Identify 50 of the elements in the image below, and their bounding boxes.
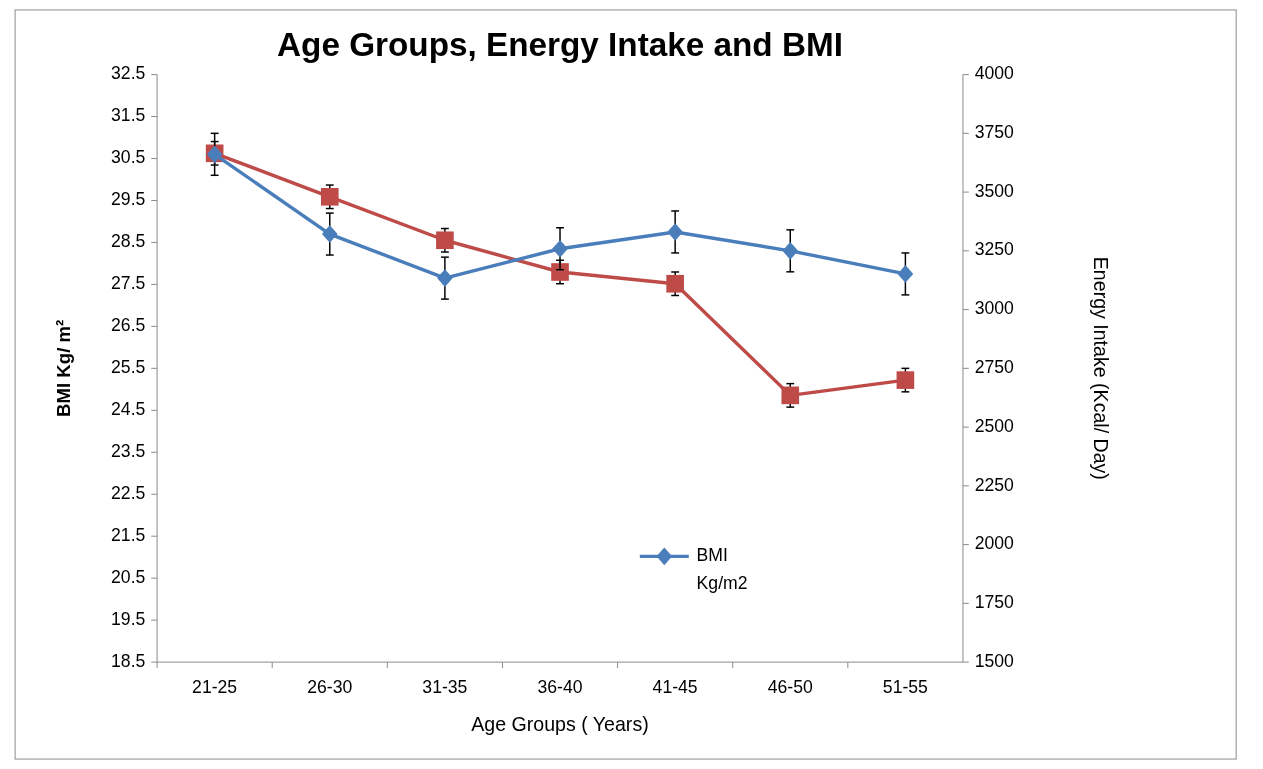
y2-tick-label: 3000 — [974, 298, 1015, 319]
point — [321, 225, 338, 243]
y-tick-label: 22.5 — [111, 482, 146, 503]
point — [896, 371, 915, 389]
y2-tick-label: 2250 — [974, 474, 1015, 495]
y2-tick-label: 4000 — [974, 63, 1015, 84]
point — [897, 265, 914, 283]
y2-tick-label: 2500 — [974, 415, 1015, 436]
y-tick-label: 18.5 — [111, 650, 146, 671]
y2-tick-label: 1500 — [974, 650, 1015, 671]
y2-tick-label: 1750 — [974, 592, 1015, 613]
y2-axis-title: Energy Intake (Kcal/ Day) — [1090, 256, 1113, 480]
y2-tick-label: 3500 — [974, 180, 1015, 201]
x-tick-label: 26-30 — [307, 677, 353, 698]
y-tick-label: 25.5 — [111, 357, 146, 377]
y-tick-label: 19.5 — [111, 608, 146, 629]
y-tick-label: 20.5 — [111, 566, 146, 587]
point — [781, 386, 800, 405]
y-tick-label: 30.5 — [111, 147, 146, 168]
y-tick-label: 31.5 — [111, 105, 146, 126]
point — [436, 231, 454, 250]
point — [552, 239, 568, 258]
x-tick-label: 31-35 — [422, 677, 468, 698]
x-tick-label: 36-40 — [537, 677, 583, 698]
y-tick-label: 27.5 — [111, 273, 146, 294]
x-tick-label: 41-45 — [652, 677, 698, 698]
y-tick-label: 32.5 — [111, 63, 146, 84]
x-tick-label: 51-55 — [882, 677, 929, 698]
y-tick-label: 24.5 — [111, 398, 146, 419]
x-tick-label: 46-50 — [767, 677, 813, 698]
legend-label: BMI Kg/m2 — [696, 545, 748, 593]
point — [551, 263, 569, 281]
x-tick-label: 21-25 — [192, 677, 238, 698]
point — [667, 223, 683, 241]
point — [320, 187, 339, 206]
y2-tick-label: 3250 — [974, 239, 1015, 260]
y-tick-label: 26.5 — [111, 315, 146, 336]
y-tick-label: 21.5 — [111, 524, 146, 545]
point — [437, 269, 453, 287]
y-tick-label: 29.5 — [111, 189, 146, 210]
y2-tick-label: 2000 — [974, 533, 1015, 554]
y-tick-label: 23.5 — [111, 440, 146, 461]
x-axis-title: Age Groups ( Years) — [471, 712, 649, 735]
y2-tick-label: 3750 — [974, 121, 1015, 142]
y2-tick-label: 2750 — [974, 357, 1015, 377]
y-axis-title: BMI Kg/ m² — [52, 319, 74, 417]
point — [782, 242, 799, 260]
point — [666, 274, 684, 293]
y-tick-label: 28.5 — [111, 231, 146, 252]
chart-title: Age Groups, Energy Intake and BMI — [277, 25, 843, 63]
